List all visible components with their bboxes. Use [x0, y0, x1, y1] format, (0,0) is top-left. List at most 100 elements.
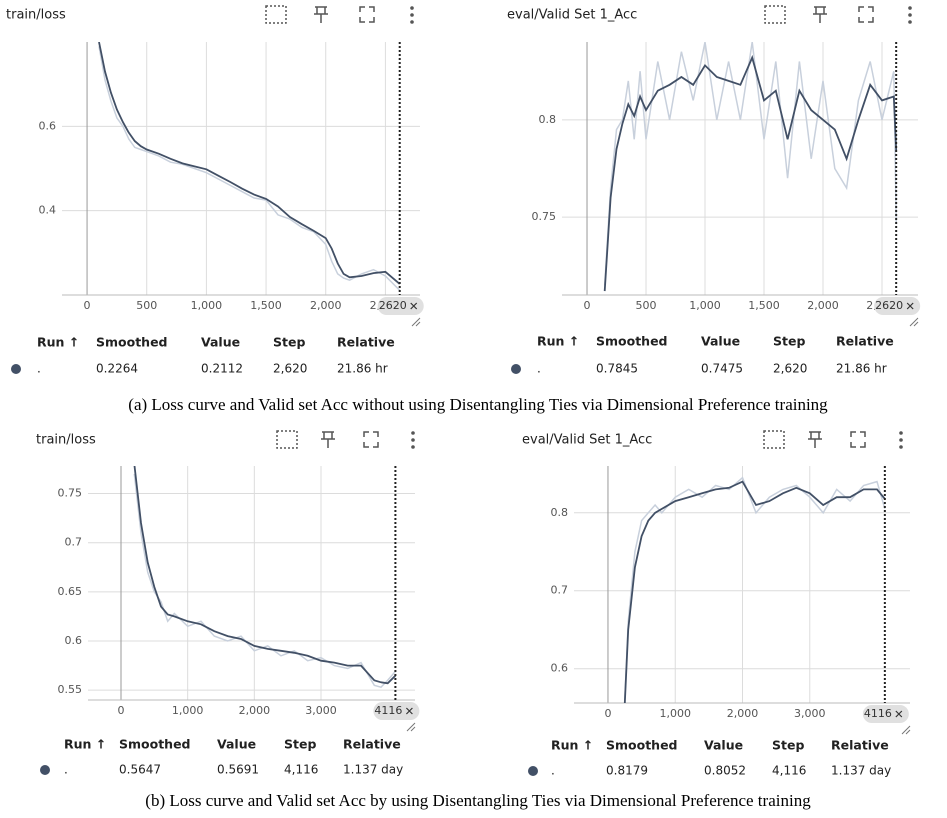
table-cell: 21.86 hr [836, 362, 887, 376]
menu-icon[interactable] [411, 438, 415, 442]
table-header: Value [701, 334, 740, 349]
table-cell: 0.8052 [704, 764, 746, 778]
step-label: 2620 [379, 299, 407, 312]
table-header: Relative [337, 335, 395, 350]
series-line [133, 466, 397, 685]
caption: (a) Loss curve and Valid set Acc without… [128, 395, 828, 414]
caption: (b) Loss curve and Valid set Acc by usin… [145, 791, 811, 810]
table-cell: 2,620 [273, 362, 307, 376]
expand-icon[interactable] [359, 6, 375, 23]
x-tick-label: 1,000 [689, 299, 721, 312]
expand-icon[interactable] [363, 431, 379, 448]
x-tick-label: 500 [636, 299, 657, 312]
step-badge [377, 297, 424, 315]
table-header: Run ↑ [64, 737, 106, 752]
table-header: Step [772, 738, 804, 753]
menu-icon[interactable] [410, 6, 414, 10]
close-icon[interactable] [895, 710, 903, 718]
toolbar[interactable] [764, 5, 912, 24]
step-badge [862, 705, 909, 723]
pin-icon[interactable] [808, 431, 822, 448]
x-tick-label: 2,000 [727, 707, 759, 720]
menu-icon[interactable] [410, 20, 414, 24]
menu-icon[interactable] [899, 438, 903, 442]
y-tick-label: 0.4 [39, 204, 57, 217]
x-tick-label: 0 [584, 299, 591, 312]
resize-handle [406, 722, 416, 732]
resize-handle [411, 317, 421, 327]
table-cell: 0.2264 [96, 362, 138, 376]
run-dot [11, 364, 21, 374]
y-tick-label: 0.8 [539, 113, 557, 126]
step-label: 4116 [864, 707, 892, 720]
table-header: Smoothed [596, 334, 668, 349]
close-icon[interactable] [405, 707, 413, 715]
expand-icon[interactable] [850, 431, 866, 448]
series-line [623, 480, 886, 703]
table-header: Smoothed [96, 335, 168, 350]
table-cell: 21.86 hr [337, 362, 388, 376]
pin-icon[interactable] [321, 431, 335, 448]
fit-icon[interactable] [764, 5, 786, 24]
x-tick-label: 0 [84, 299, 91, 312]
y-tick-label: 0.75 [58, 487, 83, 500]
toolbar[interactable] [276, 430, 415, 449]
x-tick-label: 0 [118, 704, 125, 717]
table-cell: 4,116 [772, 764, 806, 778]
x-tick-label: 1,500 [250, 299, 282, 312]
run-dot [528, 766, 538, 776]
expand-icon[interactable] [858, 6, 874, 23]
table-cell: 0.7475 [701, 362, 743, 376]
y-tick-label: 0.6 [39, 119, 57, 132]
chart-title: eval/Valid Set 1_Acc [522, 433, 652, 448]
menu-icon[interactable] [908, 13, 912, 17]
table-header: Value [201, 335, 240, 350]
run-dot [40, 765, 50, 775]
table-cell: 0.5691 [217, 763, 259, 777]
menu-icon[interactable] [899, 431, 903, 435]
menu-icon[interactable] [899, 445, 903, 449]
series-line [624, 476, 886, 700]
x-tick-label: 1,000 [172, 704, 204, 717]
menu-icon[interactable] [908, 6, 912, 10]
fit-icon[interactable] [265, 5, 287, 24]
series-line [98, 46, 401, 291]
table-header: Run ↑ [37, 335, 79, 350]
fit-icon[interactable] [763, 430, 785, 449]
y-tick-label: 0.6 [65, 634, 83, 647]
x-tick-label: 2,000 [239, 704, 271, 717]
menu-icon[interactable] [411, 431, 415, 435]
pin-icon[interactable] [314, 6, 328, 23]
x-tick-label: 1,000 [659, 707, 691, 720]
x-tick-label: 0 [604, 707, 611, 720]
fit-icon[interactable] [276, 430, 298, 449]
x-tick-label: 3,000 [305, 704, 337, 717]
toolbar[interactable] [763, 430, 903, 449]
resize-handle [909, 317, 919, 327]
menu-icon[interactable] [908, 20, 912, 24]
table-header: Relative [831, 738, 889, 753]
close-icon[interactable] [410, 302, 418, 310]
series-line [603, 54, 898, 292]
menu-icon[interactable] [410, 13, 414, 17]
chart-title: train/loss [6, 8, 66, 23]
y-tick-label: 0.7 [65, 536, 83, 549]
table-header: Step [284, 737, 316, 752]
table-header: Relative [343, 737, 401, 752]
menu-icon[interactable] [411, 445, 415, 449]
series-line [98, 42, 401, 285]
chart-title: train/loss [36, 433, 96, 448]
x-tick-label: 2,000 [310, 299, 342, 312]
x-tick-label: 1,000 [191, 299, 223, 312]
table-cell: 0.2112 [201, 362, 243, 376]
step-label: 4116 [374, 704, 402, 717]
table-header: Relative [836, 334, 894, 349]
series-line [133, 473, 396, 689]
pin-icon[interactable] [813, 6, 827, 23]
close-icon[interactable] [906, 302, 914, 310]
table-cell: . [37, 362, 41, 376]
step-label: 2620 [875, 299, 903, 312]
step-badge [373, 702, 420, 720]
y-tick-label: 0.55 [58, 683, 83, 696]
toolbar[interactable] [265, 5, 414, 24]
